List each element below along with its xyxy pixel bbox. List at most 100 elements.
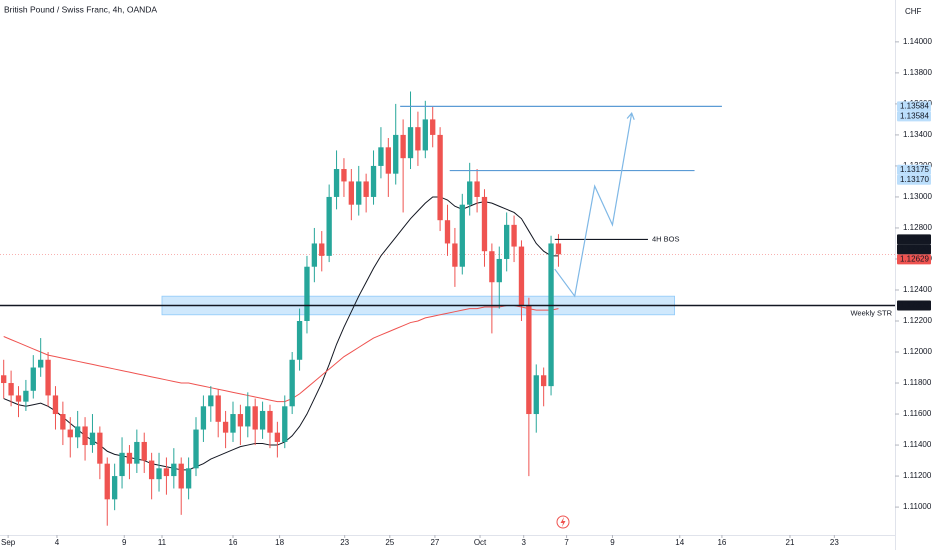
y-tick-label: 1.11400 (903, 440, 932, 449)
y-tick-label: 1.12400 (903, 285, 932, 294)
candle-body (370, 165, 377, 197)
candle-body (444, 220, 451, 244)
candle-body (230, 414, 236, 433)
candle-body (67, 429, 73, 438)
price-label: 1.12726 (900, 235, 929, 244)
candle-body (23, 390, 29, 402)
line-label: 4H BOS (652, 234, 680, 243)
candle-body (252, 406, 258, 430)
candle-body (222, 421, 229, 433)
x-tick-label: 23 (340, 538, 349, 547)
candle-body (341, 169, 347, 182)
y-tick-label: 1.13400 (903, 130, 932, 139)
candle-body (333, 169, 340, 197)
candle-body (459, 204, 465, 267)
candle-body (104, 463, 110, 500)
chart-title: British Pound / Swiss Franc, 4h, OANDA (4, 4, 157, 14)
x-tick-label: Sep (1, 538, 16, 547)
price-label: 1.12300 (900, 301, 929, 310)
candle-body (378, 147, 384, 166)
y-tick-label: 1.12000 (903, 347, 932, 356)
price-label: 1.12720 (900, 245, 929, 254)
candle-body (45, 359, 51, 396)
candle-body (8, 383, 14, 396)
price-label-bg (897, 164, 931, 175)
price-label: 1.13175 (900, 165, 929, 174)
candle-body (126, 452, 133, 464)
x-tick-label: 14 (675, 538, 684, 547)
price-label-bg (897, 254, 931, 265)
y-tick-label: 1.12200 (903, 316, 932, 325)
y-tick-label: 1.12800 (903, 223, 932, 232)
x-tick-label: 9 (122, 538, 127, 547)
candle-body (548, 243, 554, 387)
candle-body (141, 441, 147, 461)
candle-body (400, 134, 406, 159)
y-tick-label: 1.11000 (903, 502, 932, 511)
candle-body (481, 196, 488, 252)
candle-body (326, 196, 332, 256)
price-label: 1.13170 (900, 175, 929, 184)
candle-body (489, 251, 495, 283)
price-label-bg (897, 111, 931, 122)
candle-body (60, 414, 66, 430)
x-tick-label: Oct (474, 538, 487, 547)
candle-body (148, 460, 155, 480)
x-tick-label: 11 (158, 538, 167, 547)
candle-body (511, 224, 517, 247)
candle-body (496, 258, 502, 283)
y-tick-label: 1.13800 (903, 68, 932, 77)
price-label: 1.12629 (900, 255, 929, 264)
candle-body (119, 452, 125, 477)
projection-arrowhead (626, 112, 635, 120)
projection-path (554, 113, 633, 298)
candle-body (415, 127, 421, 151)
candle-body (163, 468, 170, 477)
candle-body (540, 375, 547, 387)
x-tick-label: 7 (564, 538, 569, 547)
y-tick-label: 1.13000 (903, 192, 932, 201)
y-tick-label: 1.11600 (903, 409, 932, 418)
candle-body (356, 181, 362, 205)
candle-body (348, 181, 355, 205)
x-tick-label: 21 (786, 538, 795, 547)
x-tick-label: 9 (610, 538, 615, 547)
price-label-bg (897, 234, 931, 245)
candle-body (178, 463, 184, 489)
currency-label: CHF (905, 7, 922, 16)
candle-body (82, 426, 88, 446)
candle-body (407, 127, 414, 159)
candle-body (282, 406, 288, 442)
y-tick-label: 1.14000 (903, 37, 932, 46)
candle-body (452, 243, 458, 267)
candle-body (289, 359, 295, 407)
y-tick-label: 1.11800 (903, 378, 932, 387)
candle-body (319, 243, 325, 256)
plot-area: 4H BOS Weekly STR (0, 91, 895, 526)
price-label-bg (897, 300, 931, 311)
y-tick-label: 1.11200 (903, 471, 932, 480)
candle-body (245, 406, 251, 427)
candle-body (504, 224, 510, 259)
candle-body (304, 266, 310, 321)
candle-body (467, 181, 473, 205)
candle-body (97, 432, 103, 464)
candle-body (237, 414, 244, 427)
price-label-bg (897, 101, 931, 112)
x-tick-label: 27 (430, 538, 439, 547)
moving-average (3, 304, 559, 403)
candle-body (134, 441, 140, 464)
candle-body (215, 395, 221, 422)
candle-body (52, 395, 59, 415)
x-tick-label: 3 (521, 538, 526, 547)
x-tick-label: 18 (275, 538, 284, 547)
price-label: 1.13584 (900, 101, 929, 110)
candle-body (274, 432, 281, 442)
candle-body (555, 243, 562, 255)
candle-body (89, 432, 96, 446)
candle-body (474, 181, 480, 197)
x-tick-label: 23 (830, 538, 839, 547)
candle-body (193, 429, 199, 469)
candle-body (422, 119, 428, 151)
